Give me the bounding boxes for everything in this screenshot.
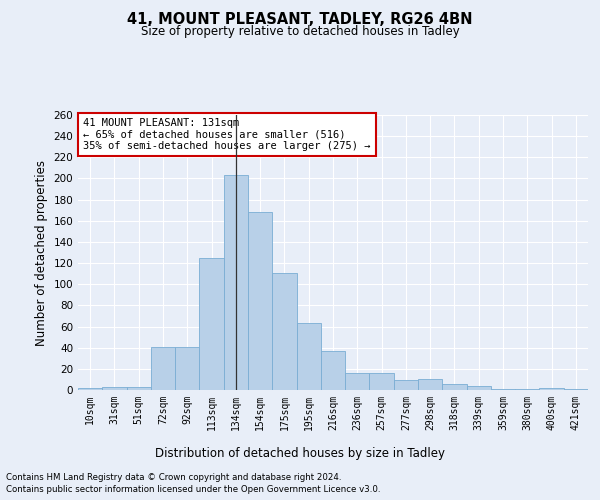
Bar [151, 346, 175, 390]
Bar [224, 176, 248, 390]
Text: Size of property relative to detached houses in Tadley: Size of property relative to detached ho… [140, 25, 460, 38]
Bar [199, 258, 224, 390]
Bar [175, 346, 199, 390]
Text: 41, MOUNT PLEASANT, TADLEY, RG26 4BN: 41, MOUNT PLEASANT, TADLEY, RG26 4BN [127, 12, 473, 28]
Bar [442, 384, 467, 390]
Bar [370, 373, 394, 390]
Bar [418, 380, 442, 390]
Bar [515, 389, 539, 390]
Text: Contains HM Land Registry data © Crown copyright and database right 2024.: Contains HM Land Registry data © Crown c… [6, 472, 341, 482]
Bar [539, 388, 564, 390]
Bar [127, 387, 151, 390]
Bar [321, 351, 345, 390]
Bar [491, 389, 515, 390]
Bar [345, 373, 370, 390]
Y-axis label: Number of detached properties: Number of detached properties [35, 160, 48, 346]
Text: Contains public sector information licensed under the Open Government Licence v3: Contains public sector information licen… [6, 485, 380, 494]
Bar [467, 386, 491, 390]
Text: Distribution of detached houses by size in Tadley: Distribution of detached houses by size … [155, 448, 445, 460]
Bar [394, 380, 418, 390]
Bar [78, 388, 102, 390]
Text: 41 MOUNT PLEASANT: 131sqm
← 65% of detached houses are smaller (516)
35% of semi: 41 MOUNT PLEASANT: 131sqm ← 65% of detac… [83, 118, 371, 151]
Bar [296, 324, 321, 390]
Bar [564, 389, 588, 390]
Bar [102, 387, 127, 390]
Bar [272, 272, 296, 390]
Bar [248, 212, 272, 390]
